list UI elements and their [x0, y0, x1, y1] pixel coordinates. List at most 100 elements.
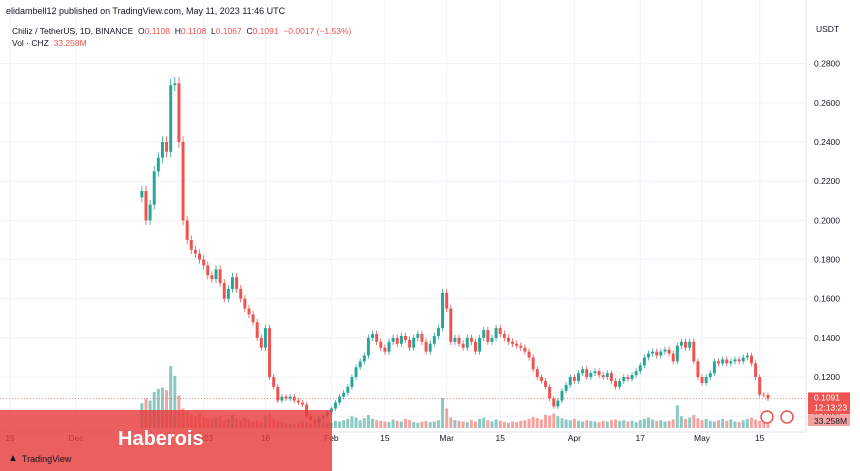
volume-bar	[663, 421, 667, 428]
volume-bar	[424, 420, 428, 428]
volume-bar	[165, 390, 169, 428]
us-flag-event-icon[interactable]	[780, 410, 794, 424]
volume-bar	[593, 421, 597, 428]
volume-bar	[568, 420, 572, 428]
currency-label: USDT	[816, 24, 840, 34]
grid-lines	[0, 0, 806, 432]
candle-body	[379, 341, 383, 348]
candle-body	[226, 288, 230, 299]
candle-body	[465, 337, 469, 348]
candle-body	[358, 361, 362, 368]
candle-body	[651, 351, 655, 354]
candle-body	[692, 341, 696, 362]
candle-body	[210, 275, 214, 280]
volume-bar	[469, 420, 473, 428]
volume-bar	[383, 421, 387, 428]
volume-bar	[642, 418, 646, 428]
candle-body	[634, 371, 638, 376]
x-tick-label: 15	[755, 433, 765, 443]
last-price-label: 0.1091	[814, 392, 840, 402]
volume-bar	[506, 422, 510, 428]
candle-body	[494, 328, 498, 338]
volume-bar	[733, 421, 737, 428]
volume-bar	[572, 418, 576, 428]
volume-bar	[712, 421, 716, 428]
volume-bar	[659, 420, 663, 428]
candle-body	[165, 142, 169, 152]
volume-bar	[441, 397, 445, 428]
volume-bar	[552, 413, 556, 428]
candle-body	[667, 349, 671, 354]
candle-body	[251, 314, 255, 323]
volume-bar	[354, 417, 358, 428]
candles	[140, 76, 770, 425]
volume-bar	[704, 418, 708, 428]
candle-body	[589, 373, 593, 378]
volume-bar	[544, 414, 548, 428]
candle-body	[469, 337, 473, 342]
candle-body	[523, 347, 527, 352]
x-tick-label: 15	[380, 433, 390, 443]
volume-bar	[494, 419, 498, 428]
candle-body	[605, 373, 609, 378]
volume-bar	[403, 418, 407, 428]
volume-bar	[688, 417, 692, 428]
volume-bar	[498, 420, 502, 428]
volume-bar	[667, 420, 671, 428]
candle-body	[609, 373, 613, 381]
volume-bar	[445, 408, 449, 428]
candle-body	[420, 333, 424, 342]
volume-legend[interactable]: Vol · CHZ 33.258M	[12, 38, 87, 48]
candle-body	[403, 335, 407, 340]
change-value: −0.0017 (−1.53%)	[283, 26, 352, 36]
candle-body	[432, 335, 436, 344]
candle-body	[647, 353, 650, 358]
candle-body	[626, 377, 630, 380]
candle-body	[412, 337, 416, 348]
volume-bar	[700, 420, 704, 428]
candle-body	[453, 337, 457, 342]
volume-bar	[655, 420, 659, 428]
volume-bar	[432, 421, 436, 428]
close-value: 0.1091	[252, 26, 279, 36]
volume-bar	[638, 420, 642, 428]
tradingview-watermark[interactable]: ▲ TradingView	[8, 453, 71, 464]
candle-body	[519, 345, 523, 348]
us-flag-event-icon[interactable]	[760, 410, 774, 424]
candle-body	[498, 328, 502, 334]
candle-body	[457, 337, 461, 344]
candle-body	[659, 351, 663, 356]
volume-bar	[391, 419, 395, 428]
candle-body	[235, 277, 239, 289]
candle-body	[272, 377, 276, 387]
symbol-title[interactable]: Chiliz / TetherUS, 1D, BINANCE	[12, 26, 134, 36]
volume-bar	[684, 418, 688, 428]
candle-body	[148, 204, 152, 221]
candle-body	[144, 190, 148, 221]
candle-body	[301, 402, 304, 405]
candle-body	[564, 384, 568, 391]
candle-body	[375, 333, 379, 342]
volume-bar	[630, 420, 634, 428]
volume-bar	[671, 419, 675, 428]
event-markers[interactable]	[760, 410, 794, 424]
volume-bar	[375, 420, 379, 428]
y-tick-label: 0.2600	[814, 98, 840, 108]
candle-body	[712, 361, 716, 374]
candle-body	[721, 359, 725, 364]
volume-bar	[338, 421, 342, 428]
volume-bar	[519, 420, 523, 428]
x-tick-label: Mar	[439, 433, 454, 443]
candle-body	[247, 308, 251, 315]
candle-body	[572, 377, 576, 381]
candle-body	[474, 341, 477, 352]
volume-bar	[362, 418, 366, 428]
candle-body	[214, 269, 218, 280]
volume-bar	[605, 421, 609, 428]
candle-body	[296, 400, 300, 403]
ohlc-legend: Chiliz / TetherUS, 1D, BINANCE O0.1108 H…	[12, 26, 351, 36]
candle-body	[535, 369, 539, 378]
volume-badge-label: 33.258M	[814, 416, 847, 426]
y-tick-label: 0.1800	[814, 255, 840, 265]
